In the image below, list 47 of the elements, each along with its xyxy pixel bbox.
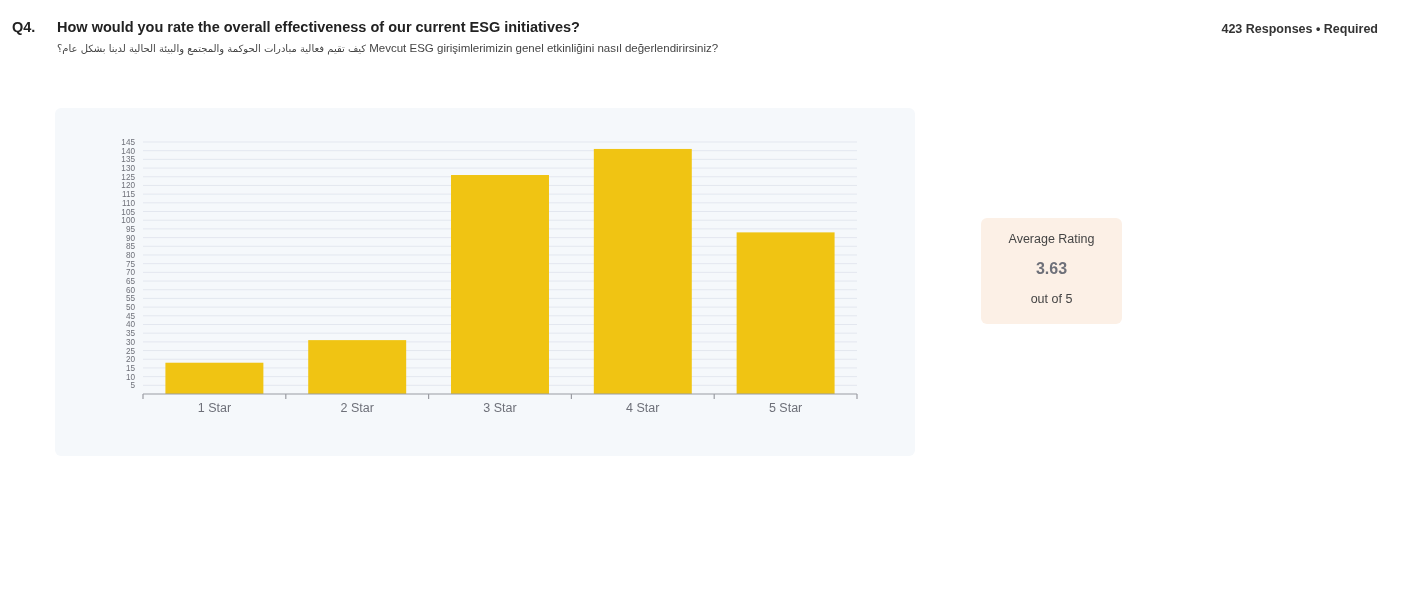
- y-tick-label: 50: [125, 303, 136, 313]
- chart-subtitle: كيف تقيم فعالية مبادرات الحوكمة والمجتمع والبيئة الحالية لدينا بشكل عام؟: [57, 43, 367, 54]
- y-tick-label: 20: [125, 355, 136, 365]
- y-tick-label: 145: [121, 138, 136, 147]
- bar: [308, 340, 407, 394]
- x-tick-label: 1 Star: [197, 401, 232, 415]
- text: Mevcut ESG girişimlerimizin genel etkinliğini nasıl değerlendirirsiniz?: [369, 42, 719, 54]
- y-tick-label: 35: [125, 329, 136, 339]
- y-tick-label: 140: [121, 146, 136, 156]
- x-tick-label: 4 Star: [626, 401, 660, 415]
- bar: [451, 175, 549, 394]
- y-tick-label: 125: [121, 172, 136, 182]
- y-tick-label: 95: [125, 224, 136, 234]
- y-tick-label: 120: [121, 181, 136, 191]
- y-tick-label: 60: [125, 285, 136, 295]
- chart-title: How would you rate the overall effectiveness of our current ESG initiatives?: [57, 19, 580, 35]
- y-tick-label: 80: [125, 250, 136, 260]
- y-tick-label: 115: [121, 190, 136, 200]
- y-tick-label: 15: [125, 363, 136, 373]
- y-tick-label: 30: [125, 337, 136, 347]
- y-tick-label: 65: [125, 277, 136, 287]
- y-tick-label: 70: [125, 268, 136, 278]
- text: 3.63: [1034, 260, 1069, 278]
- x-tick-label: 3 Star: [483, 401, 517, 415]
- y-tick-label: 55: [125, 294, 136, 304]
- y-tick-label: 5: [130, 381, 136, 391]
- x-tick-label: 5 Star: [768, 401, 803, 415]
- y-tick-label: 85: [125, 242, 136, 252]
- y-tick-label: 75: [125, 259, 136, 269]
- text: Q4.: [12, 19, 36, 35]
- x-tick-label: 2 Star: [340, 401, 374, 415]
- text: 423 Responses • Required: [1221, 22, 1378, 36]
- y-tick-label: 105: [121, 207, 136, 217]
- y-tick-label: 130: [121, 164, 136, 174]
- text: out of 5: [1029, 292, 1074, 306]
- y-tick-label: 40: [125, 320, 136, 330]
- y-tick-label: 90: [125, 233, 136, 243]
- y-tick-label: 45: [125, 311, 136, 321]
- y-tick-label: 25: [125, 346, 136, 356]
- bar: [593, 148, 692, 394]
- y-tick-label: 135: [121, 155, 136, 165]
- y-tick-label: 10: [125, 372, 136, 382]
- text: Average Rating: [1007, 232, 1096, 246]
- y-tick-label: 110: [121, 198, 136, 208]
- bar: [165, 362, 264, 394]
- bar: [736, 232, 835, 394]
- y-tick-label: 100: [121, 216, 136, 226]
